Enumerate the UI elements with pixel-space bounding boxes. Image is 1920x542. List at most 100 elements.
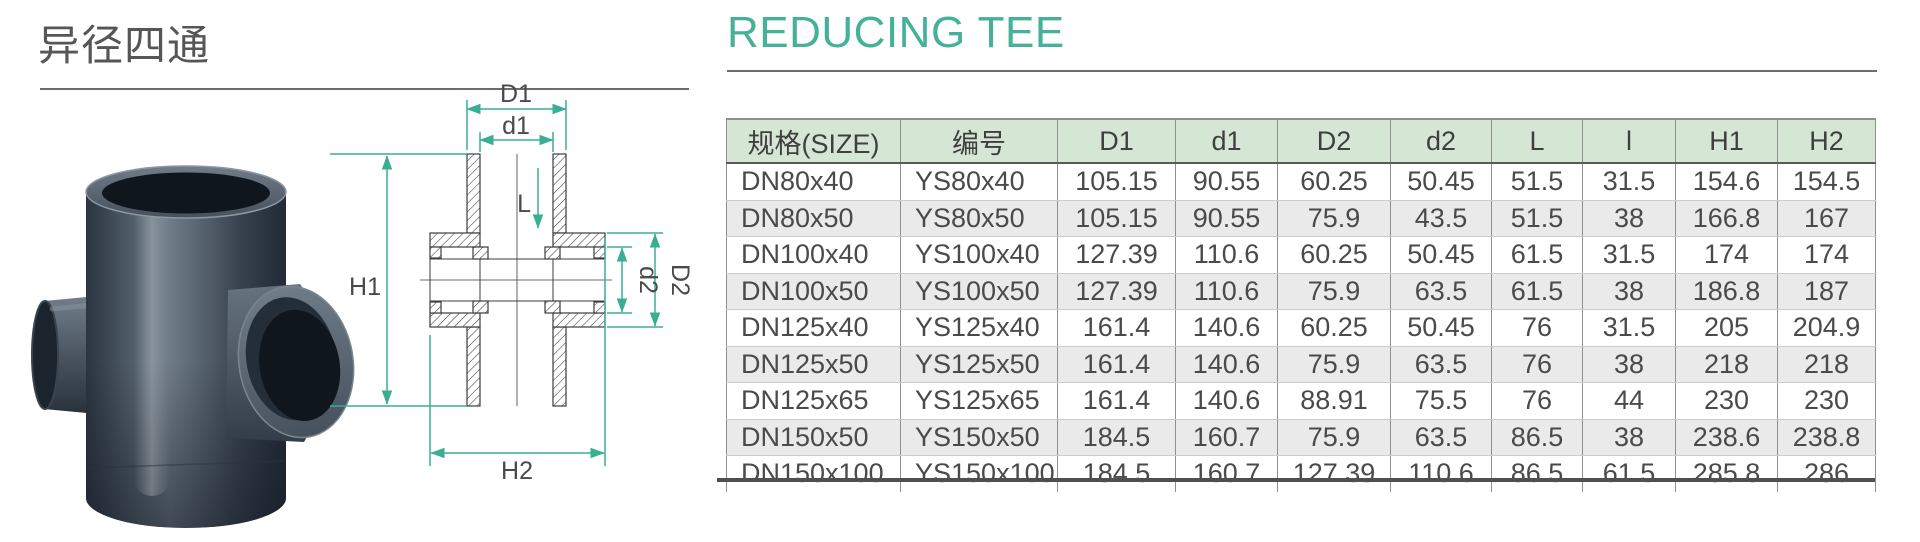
table-cell: 140.6 [1175,346,1278,383]
table-cell: 187 [1777,273,1876,310]
table-cell: 88.91 [1277,382,1391,420]
table-cell: 161.4 [1057,346,1176,383]
table-cell: 161.4 [1057,382,1176,420]
table-cell: 166.8 [1675,200,1778,237]
table-cell: 204.9 [1777,309,1876,347]
table-cell: 61.5 [1491,273,1583,310]
table-cell: 63.5 [1390,419,1492,456]
table-cell: 154.6 [1675,163,1778,201]
table-cell: DN100x50 [726,273,901,310]
dim-label-d2: d2 [634,266,662,294]
table-cell: 110.6 [1175,236,1278,274]
table-cell: 38 [1582,346,1676,383]
table-cell: DN150x100 [741,458,884,489]
table-cell: DN125x65 [726,382,901,420]
table-cell: 44 [1582,382,1676,420]
table-cell: 61.5 [1491,236,1583,274]
table-cell: 60.25 [1277,236,1391,274]
table-cell: 167 [1777,200,1876,237]
technical-drawing: D1 d1 L H1 d2 D2 H2 [290,80,694,490]
table-cell: 184.5 [1057,455,1176,492]
table-row: DN125x50 YS125x50 161.4 140.6 75.9 63.5 76 38 21… [726,346,1876,383]
table-cell: 76 [1491,346,1583,383]
table-cell: 75.9 [1277,346,1391,383]
table-cell: 238.8 [1777,419,1876,456]
table-cell: 60.25 [1277,163,1391,201]
table-cell: 230 [1777,382,1876,420]
section-centerlines [420,154,612,406]
table-cell: 160.7 [1175,455,1278,492]
photo-right-branch [226,284,355,442]
table-cell: 38 [1582,273,1676,310]
column-header-0: 规格(SIZE) [726,119,901,164]
table-cell: 38 [1582,419,1676,456]
table-row: DN150x50 YS150x50 184.5 160.7 75.9 63.5 86.5 38… [726,419,1876,456]
page-title-english: REDUCING TEE [727,8,1065,57]
table-cell: 140.6 [1175,309,1278,347]
table-cell: DN80x50 [726,200,901,237]
table-cell: 61.5 [1582,455,1676,492]
table-cell: 105.15 [1057,200,1176,237]
table-cell: 286 [1777,455,1876,492]
table-cell: 75.9 [1277,273,1391,310]
dim-label-L: L [517,190,531,218]
table-cell: 160.7 [1175,419,1278,456]
column-header-2: D1 [1057,119,1176,164]
table-cell: YS80x40 [900,163,1058,201]
table-cell: 230 [1675,382,1778,420]
table-cell: 90.55 [1175,200,1278,237]
table-cell: 205 [1675,309,1778,347]
dim-label-H1: H1 [349,273,381,301]
dim-label-d1: d1 [502,112,530,140]
table-row: DN150x100 YS150x100 184.5 160.7 127.39 110.6 8… [726,455,1876,492]
table-cell: 76 [1491,382,1583,420]
table-cell: YS125x50 [900,346,1058,383]
table-cell: 63.5 [1390,273,1492,310]
table-cell: 140.6 [1175,382,1278,420]
table-cell: 285.8 [1675,455,1778,492]
table-cell: 31.5 [1582,236,1676,274]
table-body: DN80x40 YS80x40 105.15 90.55 60.25 50.45 51.5 3… [726,163,1876,492]
table-cell: DN100x40 [726,236,901,274]
table-cell: 86.5 [1491,455,1583,492]
table-cell: 218 [1675,346,1778,383]
column-header-4: D2 [1277,119,1391,164]
table-cell: 31.5 [1582,163,1676,201]
technical-drawing-svg: D1 d1 L H1 d2 D2 H2 [330,80,694,485]
table-cell: YS80x50 [900,200,1058,237]
table-cell: 31.5 [1582,309,1676,347]
table-cell: 43.5 [1390,200,1492,237]
table-cell: 75.9 [1277,200,1391,237]
table-row: DN125x40 YS125x40 161.4 140.6 60.25 50.45 76 31… [726,309,1876,347]
column-header-3: d1 [1175,119,1278,164]
table-cell: DN80x40 [726,163,901,201]
table-cell: 174 [1675,236,1778,274]
table-row: DN100x50 YS100x50 127.39 110.6 75.9 63.5 61.5 3… [726,273,1876,310]
column-header-5: d2 [1390,119,1492,164]
dimension-lines [330,100,663,466]
table-cell: 154.5 [1777,163,1876,201]
column-header-7: l [1582,119,1676,164]
table-cell: 50.45 [1390,236,1492,274]
table-row: DN100x40 YS100x40 127.39 110.6 60.25 50.45 61.… [726,236,1876,274]
table-cell: 161.4 [1057,309,1176,347]
table-row: DN125x65 YS125x65 161.4 140.6 88.91 75.5 76 44 2… [726,382,1876,420]
table-cell: 238.6 [1675,419,1778,456]
table-cell: 127.39 [1277,455,1391,492]
table-cell: 174 [1777,236,1876,274]
table-cell: 218 [1777,346,1876,383]
table-cell: 86.5 [1491,419,1583,456]
page-title-chinese: 异径四通 [38,22,211,69]
table-cell: 38 [1582,200,1676,237]
dim-label-D1: D1 [500,80,532,108]
table-row: DN80x40 YS80x40 105.15 90.55 60.25 50.45 51.5 3… [726,163,1876,201]
title-rule-right [727,70,1877,72]
table-bottom-rule [717,478,1875,482]
dim-label-D2: D2 [666,264,690,296]
table-cell: 50.45 [1390,163,1492,201]
table-cell: 90.55 [1175,163,1278,201]
table-cell: DN150x50 [726,419,901,456]
